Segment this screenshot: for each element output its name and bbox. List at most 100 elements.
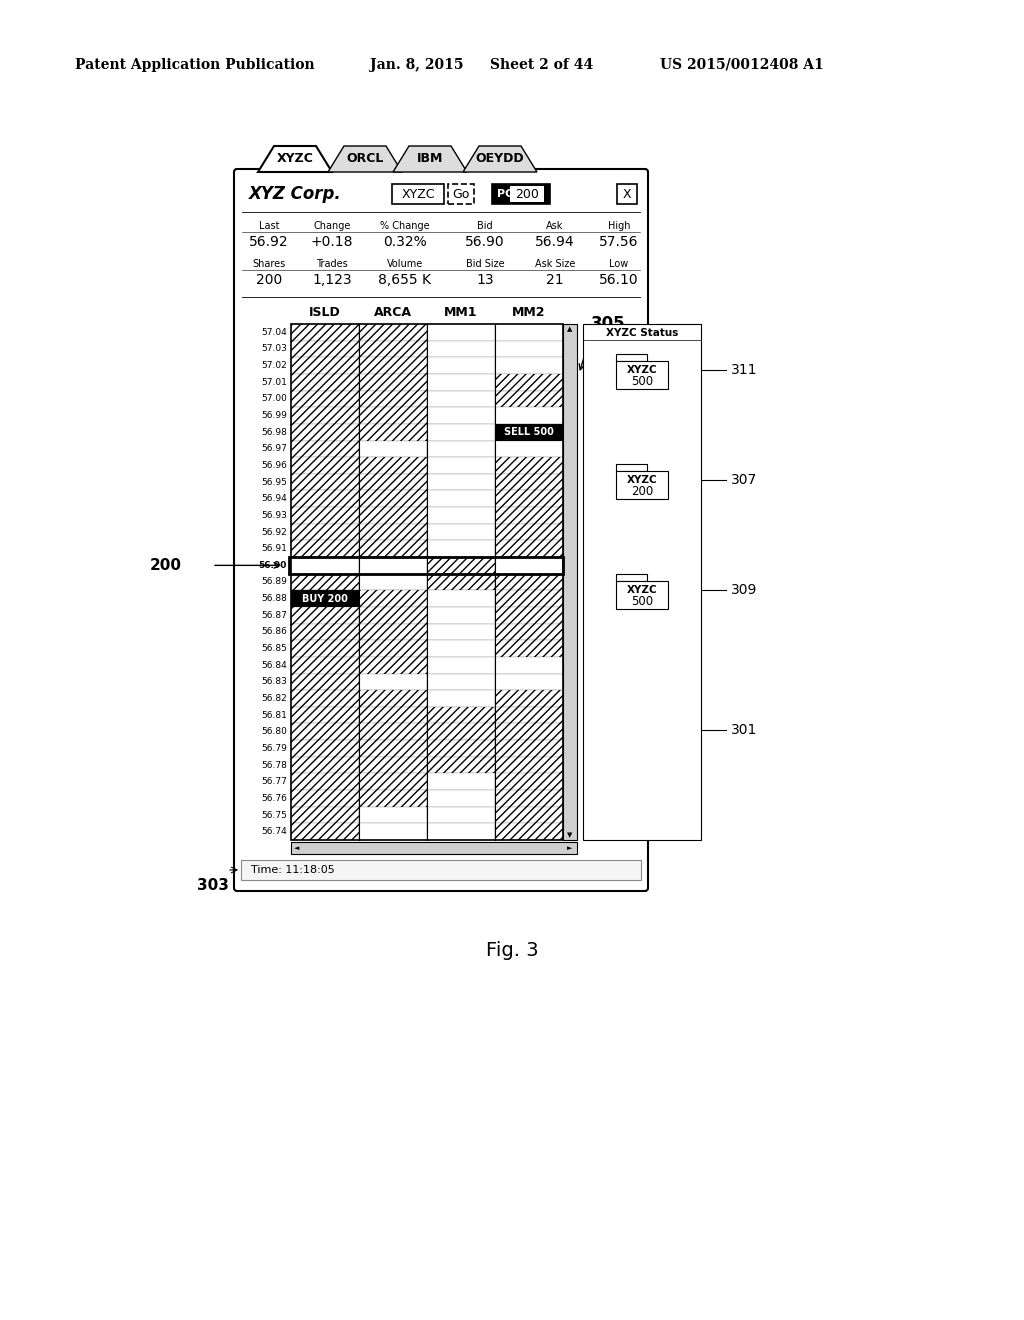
Bar <box>495 723 563 741</box>
Bar <box>359 474 427 491</box>
Bar <box>291 457 359 474</box>
Bar <box>359 640 427 657</box>
Text: 57.02: 57.02 <box>261 362 287 370</box>
Bar <box>495 590 563 607</box>
Bar <box>291 807 359 824</box>
Bar <box>359 374 427 391</box>
Bar <box>495 540 563 557</box>
Bar <box>617 183 637 205</box>
Text: 301: 301 <box>731 723 758 738</box>
Bar <box>291 756 359 774</box>
Bar <box>495 607 563 623</box>
Bar <box>495 374 563 391</box>
Bar <box>359 540 427 557</box>
Text: 56.80: 56.80 <box>261 727 287 737</box>
Bar <box>495 673 563 690</box>
Bar <box>427 657 495 673</box>
Bar <box>495 791 563 807</box>
Text: Buy @ 56.88: Buy @ 56.88 <box>587 506 649 515</box>
Bar <box>359 756 427 774</box>
Bar <box>359 657 427 673</box>
Text: XYZC: XYZC <box>627 585 657 595</box>
Bar <box>359 424 427 441</box>
Text: 56.82: 56.82 <box>261 694 287 704</box>
Text: XYZC Status: XYZC Status <box>606 327 678 338</box>
Bar <box>291 524 359 540</box>
Bar <box>359 623 427 640</box>
Bar <box>359 524 427 540</box>
Bar <box>495 623 563 640</box>
Text: 56.81: 56.81 <box>261 710 287 719</box>
Bar <box>291 824 359 840</box>
Bar <box>291 391 359 408</box>
Text: 200: 200 <box>256 273 283 286</box>
Bar <box>427 690 495 706</box>
Text: XYZ Corp.: XYZ Corp. <box>249 185 342 203</box>
Text: ISLD: ISLD <box>309 305 341 318</box>
Bar <box>427 557 495 574</box>
Bar <box>427 474 495 491</box>
Bar <box>495 807 563 824</box>
Text: 56.99: 56.99 <box>261 411 287 420</box>
Bar <box>359 374 427 391</box>
Bar <box>291 723 359 741</box>
Bar <box>495 408 563 424</box>
Text: 56.77: 56.77 <box>261 777 287 787</box>
Polygon shape <box>393 147 467 172</box>
Bar <box>359 690 427 706</box>
Text: 56.90: 56.90 <box>465 235 505 249</box>
Text: 13: 13 <box>476 273 494 286</box>
Bar <box>427 590 495 607</box>
Bar <box>427 574 495 590</box>
Text: PG: PG <box>497 189 514 199</box>
Text: 1,123: 1,123 <box>312 273 352 286</box>
Bar <box>359 574 427 590</box>
Bar <box>291 590 359 607</box>
Bar <box>359 791 427 807</box>
Bar <box>427 574 495 590</box>
Text: 0.32%: 0.32% <box>383 235 427 249</box>
Bar <box>495 590 563 607</box>
Bar <box>427 408 495 424</box>
Bar <box>427 807 495 824</box>
Bar <box>291 491 359 507</box>
Text: 57.00: 57.00 <box>261 395 287 404</box>
Bar <box>495 574 563 590</box>
Bar <box>359 391 427 408</box>
Text: 311: 311 <box>731 363 758 378</box>
Bar <box>495 657 563 673</box>
Bar <box>427 623 495 640</box>
Text: XYZ Corporation: XYZ Corporation <box>587 405 660 414</box>
Bar <box>291 607 359 623</box>
Text: OEYDD: OEYDD <box>476 153 524 165</box>
Bar <box>291 374 359 391</box>
Bar <box>495 323 563 341</box>
Bar <box>359 706 427 723</box>
Bar <box>427 774 495 791</box>
Text: 56.92: 56.92 <box>249 235 289 249</box>
Bar <box>291 723 359 741</box>
Bar <box>495 774 563 791</box>
Bar <box>449 183 474 205</box>
Bar <box>392 183 444 205</box>
Bar <box>359 341 427 358</box>
Bar <box>291 807 359 824</box>
Text: 56.98: 56.98 <box>261 428 287 437</box>
Text: 305: 305 <box>591 315 626 333</box>
Bar <box>427 723 495 741</box>
Bar <box>495 341 563 358</box>
Bar <box>495 774 563 791</box>
Text: 56.83: 56.83 <box>261 677 287 686</box>
Bar <box>427 557 495 574</box>
Text: 500: 500 <box>631 375 653 388</box>
FancyBboxPatch shape <box>234 169 648 891</box>
Bar <box>495 741 563 756</box>
Text: 56.84: 56.84 <box>261 661 287 669</box>
Bar <box>359 807 427 824</box>
Bar <box>495 706 563 723</box>
Bar <box>495 424 563 441</box>
Bar <box>291 741 359 756</box>
Bar <box>291 441 359 457</box>
Bar <box>495 457 563 474</box>
Bar <box>495 640 563 657</box>
